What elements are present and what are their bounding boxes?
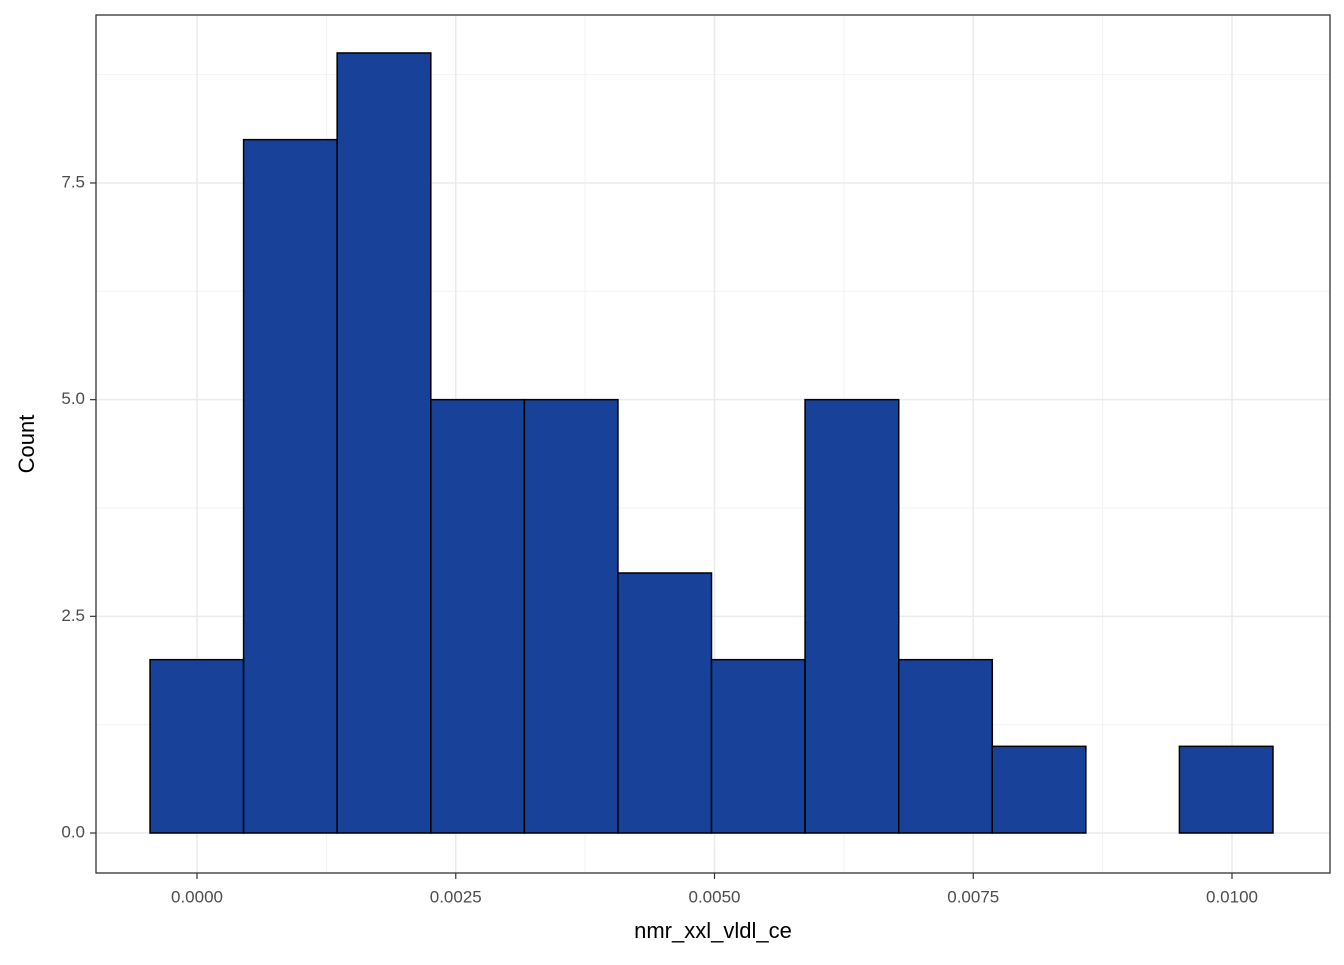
y-tick-label: 5.0 — [61, 389, 85, 408]
bar — [149, 658, 245, 834]
bar — [242, 138, 338, 834]
bar — [710, 658, 806, 834]
x-tick-label: 0.0100 — [1206, 887, 1258, 906]
bar — [897, 658, 994, 834]
y-tick-label: 0.0 — [61, 822, 85, 841]
bar — [991, 745, 1087, 834]
y-axis-title: Count — [14, 415, 39, 474]
x-tick-label: 0.0000 — [171, 887, 223, 906]
bar — [617, 572, 713, 834]
x-tick-label: 0.0075 — [947, 887, 999, 906]
x-tick-label: 0.0025 — [430, 887, 482, 906]
y-tick-label: 2.5 — [61, 606, 85, 625]
bar — [430, 398, 526, 834]
panel-border — [95, 14, 1331, 874]
bar — [1178, 745, 1274, 834]
bar — [804, 398, 900, 834]
x-tick-label: 0.0050 — [689, 887, 741, 906]
bar — [336, 52, 432, 834]
x-axis-title: nmr_xxl_vldl_ce — [634, 918, 792, 943]
y-tick-label: 7.5 — [61, 172, 85, 191]
bar — [523, 398, 619, 834]
